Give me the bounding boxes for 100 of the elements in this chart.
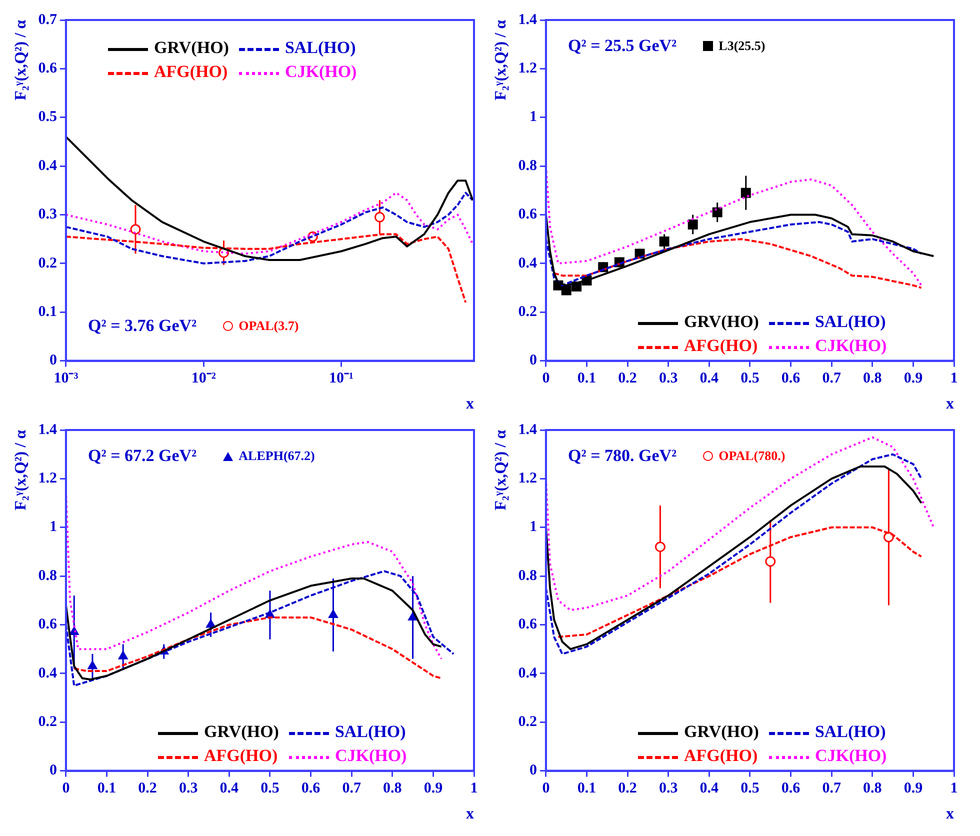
x-tick-label: 0 — [542, 780, 550, 797]
y-tick-label: 0.1 — [38, 304, 57, 320]
y-axis-title: F₂ᵞ(x,Q²) / α — [492, 20, 510, 100]
legend-label: AFG(HO) — [153, 62, 229, 82]
y-tick-label: 1.4 — [38, 422, 58, 438]
legend-label: AFG(HO) — [683, 746, 759, 766]
x-tick-label: 0.5 — [260, 780, 280, 797]
y-tick-label: 0.2 — [38, 714, 57, 730]
x-tick-label: 0.3 — [658, 780, 678, 797]
x-axis-title: x — [946, 806, 954, 823]
y-tick-label: 1.2 — [38, 470, 57, 487]
y-tick-label: 0.3 — [38, 206, 57, 223]
y-tick-label: 0.8 — [518, 568, 537, 584]
x-tick-label: 0.2 — [618, 370, 637, 387]
x-tick-label: 1 — [950, 780, 958, 797]
annotation: Q² = 3.76 GeV² — [88, 316, 197, 336]
legend-label: SAL(HO) — [814, 312, 887, 332]
x-tick-label: 0.6 — [781, 780, 801, 797]
y-tick-label: 0.4 — [38, 158, 58, 174]
y-axis-title: F₂ᵞ(x,Q²) / α — [12, 430, 30, 510]
x-tick-label: 0.5 — [740, 780, 760, 797]
x-tick-label: 0.8 — [863, 370, 882, 387]
y-tick-label: 0.7 — [38, 12, 58, 28]
x-axis-title: x — [946, 396, 954, 413]
annotation: Q² = 67.2 GeV² — [88, 446, 197, 466]
y-tick-label: 1.4 — [518, 422, 538, 438]
legend-label: SAL(HO) — [284, 38, 357, 58]
y-tick-label: 0.2 — [518, 304, 537, 320]
y-tick-label: 1 — [49, 519, 57, 536]
y-tick-label: 0 — [49, 762, 57, 779]
y-tick-label: 1 — [529, 109, 537, 126]
x-tick-label: 0.4 — [220, 780, 240, 797]
x-axis-title: x — [466, 806, 474, 823]
legend-label: AFG(HO) — [683, 336, 759, 356]
y-tick-label: 1.2 — [518, 470, 537, 487]
x-tick-label: 0.8 — [383, 780, 402, 797]
x-tick-label: 10⁻² — [191, 370, 216, 387]
y-tick-label: 0 — [529, 352, 537, 369]
x-axis-title: x — [466, 396, 474, 413]
x-tick-label: 0.4 — [700, 780, 720, 797]
y-tick-label: 1 — [529, 519, 537, 536]
legend-label: AFG(HO) — [203, 746, 279, 766]
x-tick-label: 0 — [542, 370, 550, 387]
y-tick-label: 0.6 — [38, 60, 58, 77]
legend-label: CJK(HO) — [334, 746, 407, 766]
legend-label: CJK(HO) — [284, 62, 357, 82]
y-tick-label: 0.4 — [518, 665, 538, 682]
y-tick-label: 0.6 — [518, 206, 538, 223]
y-tick-label: 0.6 — [38, 616, 58, 633]
legend-label: GRV(HO) — [683, 312, 759, 332]
y-axis-title: F₂ᵞ(x,Q²) / α — [492, 430, 510, 510]
x-tick-label: 0.6 — [781, 370, 801, 387]
y-tick-label: 0 — [49, 352, 57, 369]
y-tick-label: 0 — [529, 762, 537, 779]
y-tick-label: 0.2 — [518, 714, 537, 730]
x-tick-label: 0.5 — [740, 370, 760, 387]
annotation: Q² = 780. GeV² — [568, 446, 677, 466]
x-tick-label: 10⁻¹ — [329, 370, 354, 387]
annotation: Q² = 25.5 GeV² — [568, 36, 677, 56]
y-tick-label: 0.8 — [518, 158, 537, 174]
x-tick-label: 0.9 — [904, 370, 923, 387]
y-tick-label: 0.4 — [38, 665, 58, 682]
x-tick-label: 0.7 — [822, 780, 842, 797]
x-tick-label: 0.3 — [178, 780, 198, 797]
x-tick-label: 0.8 — [863, 780, 882, 797]
x-tick-label: 0.3 — [658, 370, 678, 387]
legend-label: SAL(HO) — [334, 722, 407, 742]
y-tick-label: 0.5 — [38, 109, 57, 126]
x-tick-label: 0.7 — [822, 370, 842, 387]
y-axis-title: F₂ᵞ(x,Q²) / α — [12, 20, 30, 100]
legend-label: L3(25.5) — [718, 38, 766, 54]
y-tick-label: 1.2 — [518, 60, 537, 77]
y-tick-label: 0.8 — [38, 568, 57, 584]
x-tick-label: 0.9 — [904, 780, 923, 797]
x-tick-label: 10⁻³ — [54, 370, 79, 387]
y-tick-label: 1.4 — [518, 12, 538, 28]
x-tick-label: 0.6 — [301, 780, 321, 797]
legend-label: CJK(HO) — [814, 746, 887, 766]
legend-label: ALEPH(67.2) — [238, 448, 315, 464]
x-tick-label: 0.7 — [342, 780, 362, 797]
x-tick-label: 1 — [950, 370, 958, 387]
legend-label: CJK(HO) — [814, 336, 887, 356]
x-tick-label: 0.2 — [618, 780, 637, 797]
x-tick-label: 0.1 — [97, 780, 116, 797]
legend-label: GRV(HO) — [153, 38, 229, 58]
x-tick-label: 0.2 — [138, 780, 157, 797]
legend-label: SAL(HO) — [814, 722, 887, 742]
legend-label: GRV(HO) — [203, 722, 279, 742]
x-tick-label: 1 — [470, 780, 478, 797]
x-tick-label: 0 — [62, 780, 70, 797]
x-tick-label: 0.1 — [577, 780, 596, 797]
x-tick-label: 0.4 — [700, 370, 720, 387]
y-tick-label: 0.4 — [518, 255, 538, 272]
legend-label: GRV(HO) — [683, 722, 759, 742]
legend-label: OPAL(780.) — [718, 448, 786, 464]
y-tick-label: 0.6 — [518, 616, 538, 633]
legend-label: OPAL(3.7) — [238, 318, 299, 334]
x-tick-label: 0.1 — [577, 370, 596, 387]
x-tick-label: 0.9 — [424, 780, 443, 797]
y-tick-label: 0.2 — [38, 255, 57, 272]
